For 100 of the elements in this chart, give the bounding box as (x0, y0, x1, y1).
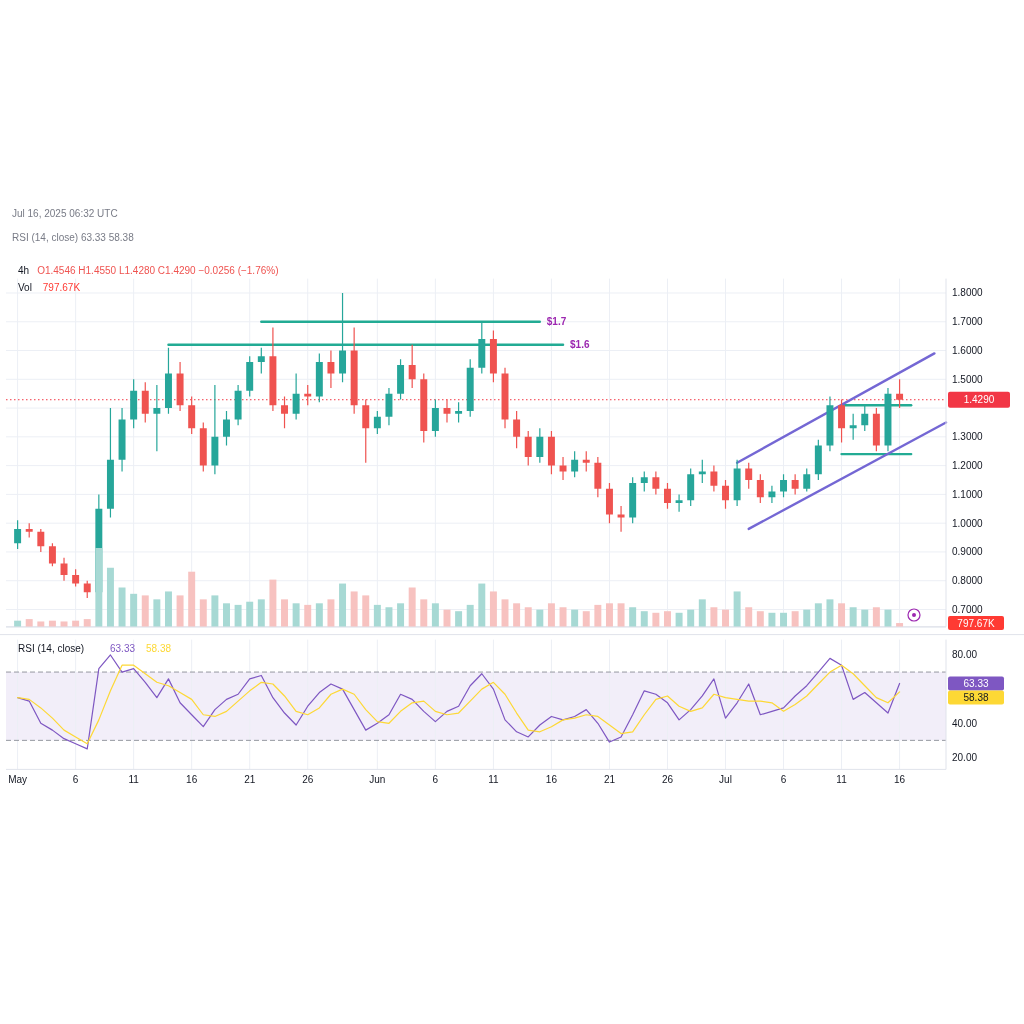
annotation: $1.6 (570, 339, 590, 351)
x-tick-label: Jun (369, 774, 386, 786)
bar (826, 599, 834, 627)
bar (861, 609, 869, 627)
bar (455, 611, 463, 627)
candlestick (710, 465, 718, 492)
y-tick-label: 1.3000 (952, 431, 984, 443)
x-tick-label: 16 (545, 774, 558, 786)
bar (304, 604, 312, 627)
bar (571, 609, 579, 627)
bar (803, 609, 811, 627)
x-tick-label: 26 (661, 774, 674, 786)
y-tick-label: 1.1000 (952, 488, 984, 500)
x-tick-label: May (8, 774, 28, 786)
y-tick-label: 1.0000 (952, 517, 984, 529)
bar (188, 571, 196, 627)
bar (408, 587, 416, 627)
chart-subtitle: O1.4546 H1.4550 L1.4280 C1.4290 −0.0256 (−1.76%) (37, 264, 279, 276)
x-tick-label: 21 (603, 774, 616, 786)
bar (710, 607, 718, 627)
candlestick (617, 505, 625, 532)
bar (640, 611, 648, 627)
bar (664, 611, 671, 627)
bar (872, 607, 880, 627)
x-tick-label: 21 (244, 774, 256, 786)
candlestick (234, 385, 242, 426)
x-tick-label: 26 (302, 774, 314, 786)
bar (257, 599, 265, 627)
text: 797.67K (42, 281, 81, 293)
x-tick-label: 16 (894, 774, 906, 786)
bar (489, 591, 497, 627)
bar (582, 611, 590, 627)
bar (269, 579, 277, 627)
bar (605, 603, 613, 627)
chart-title: RSI (14, close) (18, 642, 85, 654)
line-series (17, 664, 901, 745)
bar (362, 595, 370, 627)
x-tick-label: 16 (186, 774, 198, 786)
bar (118, 587, 126, 627)
candlestick (559, 456, 567, 481)
y-tick-label: 0.9000 (952, 546, 984, 558)
y-tick-label: 1.2000 (952, 460, 984, 472)
bar (513, 603, 521, 627)
bar (176, 595, 184, 627)
bar (106, 567, 114, 627)
bar (223, 603, 230, 627)
text: 797.67K (957, 617, 995, 629)
bar (315, 603, 323, 627)
bar (431, 603, 439, 627)
bar (594, 604, 602, 627)
chart-title: Vol (18, 281, 32, 293)
y-tick-label: 1.7000 (952, 316, 984, 328)
y-tick-label: 0.7000 (952, 603, 984, 615)
x-tick-label: 11 (128, 774, 140, 786)
bar (199, 599, 207, 627)
bar (652, 612, 660, 627)
bar (95, 548, 103, 627)
x-tick-label: 11 (488, 774, 500, 786)
bar (838, 603, 846, 627)
bar (733, 591, 741, 627)
bar (130, 593, 138, 627)
bar (849, 607, 857, 627)
x-tick-label: Jul (719, 774, 732, 786)
x-tick-label: 11 (836, 774, 848, 786)
bar (141, 595, 149, 627)
text: 63.33 (963, 677, 989, 689)
bar (385, 607, 393, 627)
y-tick-label: 80.00 (952, 649, 978, 661)
text: 58.38 (963, 691, 989, 703)
bar (60, 621, 68, 627)
bar (246, 601, 254, 627)
candlestick (176, 362, 184, 411)
candlestick (327, 350, 335, 388)
text: RSI (14, close) 63.33 58.38 (12, 231, 135, 243)
bar (675, 612, 683, 627)
bar (373, 604, 381, 627)
bar (153, 599, 161, 627)
y-tick-label: 0.8000 (952, 575, 984, 587)
bar (617, 603, 625, 627)
bar (547, 603, 555, 627)
bar (791, 611, 799, 627)
bar (884, 609, 892, 627)
bar (281, 599, 288, 627)
bar (768, 612, 776, 627)
bar (211, 595, 219, 627)
annotation: 58.38 (146, 642, 172, 654)
bar (234, 604, 242, 627)
x-tick-label: 6 (432, 774, 439, 786)
candlestick (443, 399, 451, 423)
text: Jul 16, 2025 06:32 UTC (12, 207, 118, 219)
annotation: $1.7 (546, 316, 567, 328)
bar (350, 591, 358, 627)
candlestick (269, 327, 277, 411)
y-tick-label: 40.00 (952, 717, 978, 729)
bar (559, 607, 567, 627)
bar (292, 603, 300, 627)
bar (466, 604, 474, 627)
bar (814, 603, 822, 627)
y-tick-label: 20.00 (952, 751, 978, 763)
y-tick-label: 1.6000 (952, 345, 984, 357)
